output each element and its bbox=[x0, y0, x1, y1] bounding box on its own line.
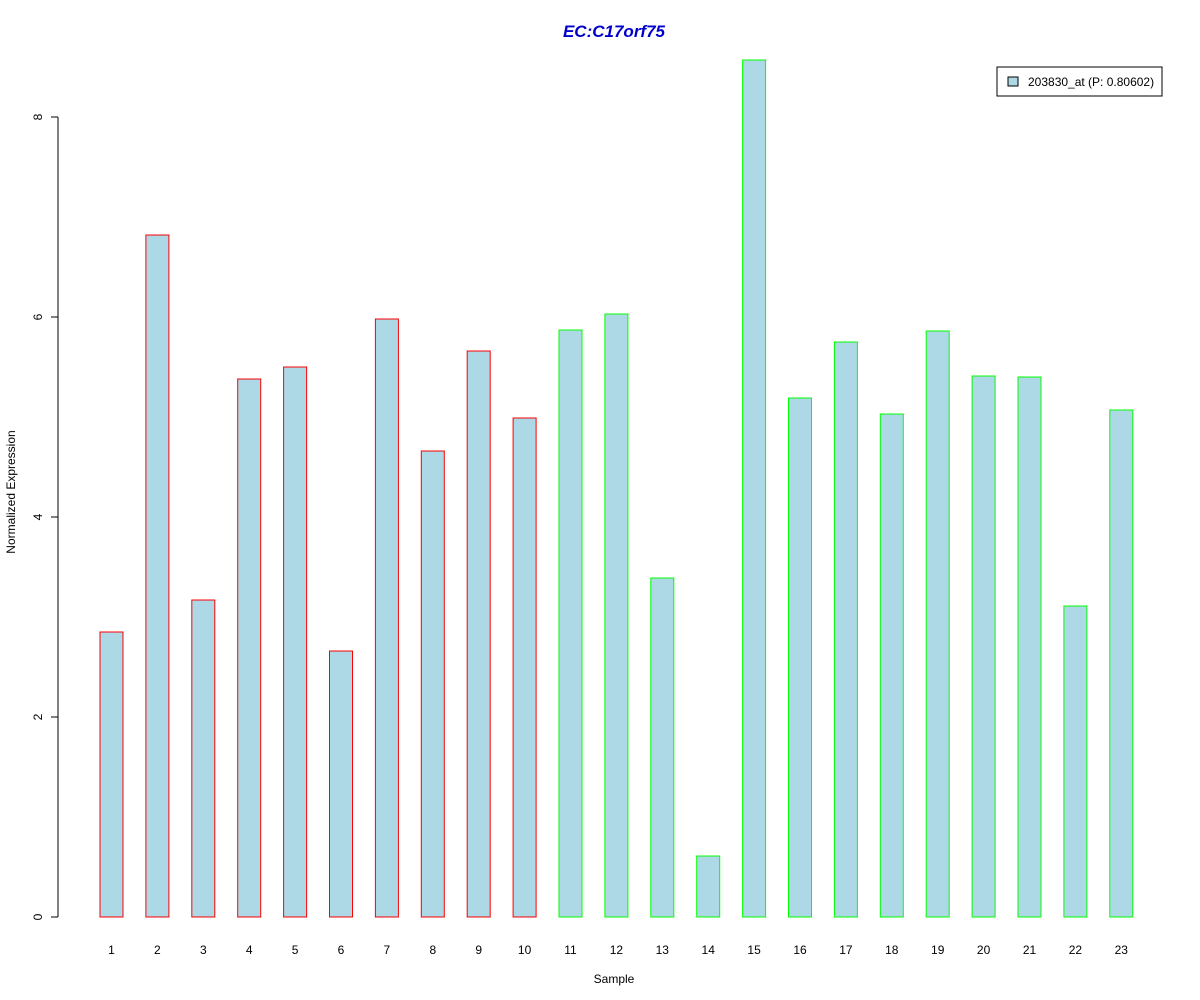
bar-sample-11 bbox=[558, 329, 583, 918]
x-tick-label: 8 bbox=[429, 943, 436, 957]
bar-sample-12 bbox=[604, 313, 629, 918]
bar-sample-2 bbox=[145, 234, 170, 918]
x-tick-label: 13 bbox=[656, 943, 670, 957]
x-tick-label: 17 bbox=[839, 943, 853, 957]
bar-sample-18 bbox=[879, 413, 904, 918]
x-tick-label: 10 bbox=[518, 943, 532, 957]
y-tick-label: 6 bbox=[31, 313, 45, 320]
x-axis-title: Sample bbox=[594, 972, 635, 986]
x-tick-label: 19 bbox=[931, 943, 945, 957]
x-tick-label: 21 bbox=[1023, 943, 1037, 957]
bar-sample-4 bbox=[237, 378, 262, 918]
chart-title: EC:C17orf75 bbox=[563, 22, 666, 41]
bar-sample-22 bbox=[1063, 605, 1088, 918]
x-tick-label: 12 bbox=[610, 943, 624, 957]
legend-label: 203830_at (P: 0.80602) bbox=[1028, 75, 1154, 89]
x-tick-labels: 1 2 3 4 5 6 7 8 9 10 11 12 13 14 15 16 17 18 19 20 21 22 23 bbox=[108, 943, 1128, 957]
x-tick-label: 18 bbox=[885, 943, 899, 957]
x-tick-label: 20 bbox=[977, 943, 991, 957]
bar-sample-8 bbox=[420, 450, 445, 918]
x-tick-label: 22 bbox=[1069, 943, 1083, 957]
x-tick-label: 2 bbox=[154, 943, 161, 957]
x-tick-label: 16 bbox=[793, 943, 807, 957]
x-tick-label: 3 bbox=[200, 943, 207, 957]
y-tick-label: 0 bbox=[31, 913, 45, 920]
bars-group bbox=[99, 59, 1134, 918]
y-axis: 0 2 4 6 8 bbox=[31, 113, 59, 920]
x-tick-label: 11 bbox=[564, 943, 577, 957]
bar-sample-7 bbox=[374, 318, 399, 918]
y-axis-title: Normalized Expression bbox=[4, 430, 18, 553]
bar-sample-17 bbox=[833, 341, 858, 918]
x-tick-label: 15 bbox=[747, 943, 761, 957]
bar-sample-16 bbox=[788, 397, 812, 918]
bar-sample-9 bbox=[466, 350, 491, 918]
bar-sample-1 bbox=[99, 631, 124, 918]
x-tick-label: 9 bbox=[475, 943, 482, 957]
x-tick-label: 6 bbox=[338, 943, 345, 957]
x-tick-label: 23 bbox=[1115, 943, 1129, 957]
legend-box bbox=[996, 66, 1163, 97]
legend-swatch bbox=[1007, 76, 1019, 87]
bar-sample-10 bbox=[512, 417, 537, 918]
legend: 203830_at (P: 0.80602) bbox=[996, 66, 1163, 97]
y-tick-label: 4 bbox=[31, 513, 45, 520]
bar-sample-5 bbox=[283, 366, 308, 918]
bar-sample-13 bbox=[650, 577, 675, 918]
x-tick-label: 14 bbox=[702, 943, 716, 957]
x-tick-label: 4 bbox=[246, 943, 253, 957]
x-tick-label: 7 bbox=[384, 943, 391, 957]
bar-sample-15 bbox=[742, 59, 767, 918]
bar-sample-6 bbox=[329, 650, 353, 918]
x-tick-label: 1 bbox=[108, 943, 115, 957]
bar-sample-23 bbox=[1109, 409, 1134, 918]
x-tick-label: 5 bbox=[292, 943, 299, 957]
bar-sample-14 bbox=[696, 855, 721, 918]
y-tick-label: 2 bbox=[31, 713, 45, 720]
bar-sample-20 bbox=[971, 375, 996, 918]
bar-sample-21 bbox=[1017, 376, 1042, 918]
y-tick-label: 8 bbox=[31, 113, 45, 120]
bar-sample-19 bbox=[925, 330, 950, 918]
bar-sample-3 bbox=[191, 599, 216, 918]
